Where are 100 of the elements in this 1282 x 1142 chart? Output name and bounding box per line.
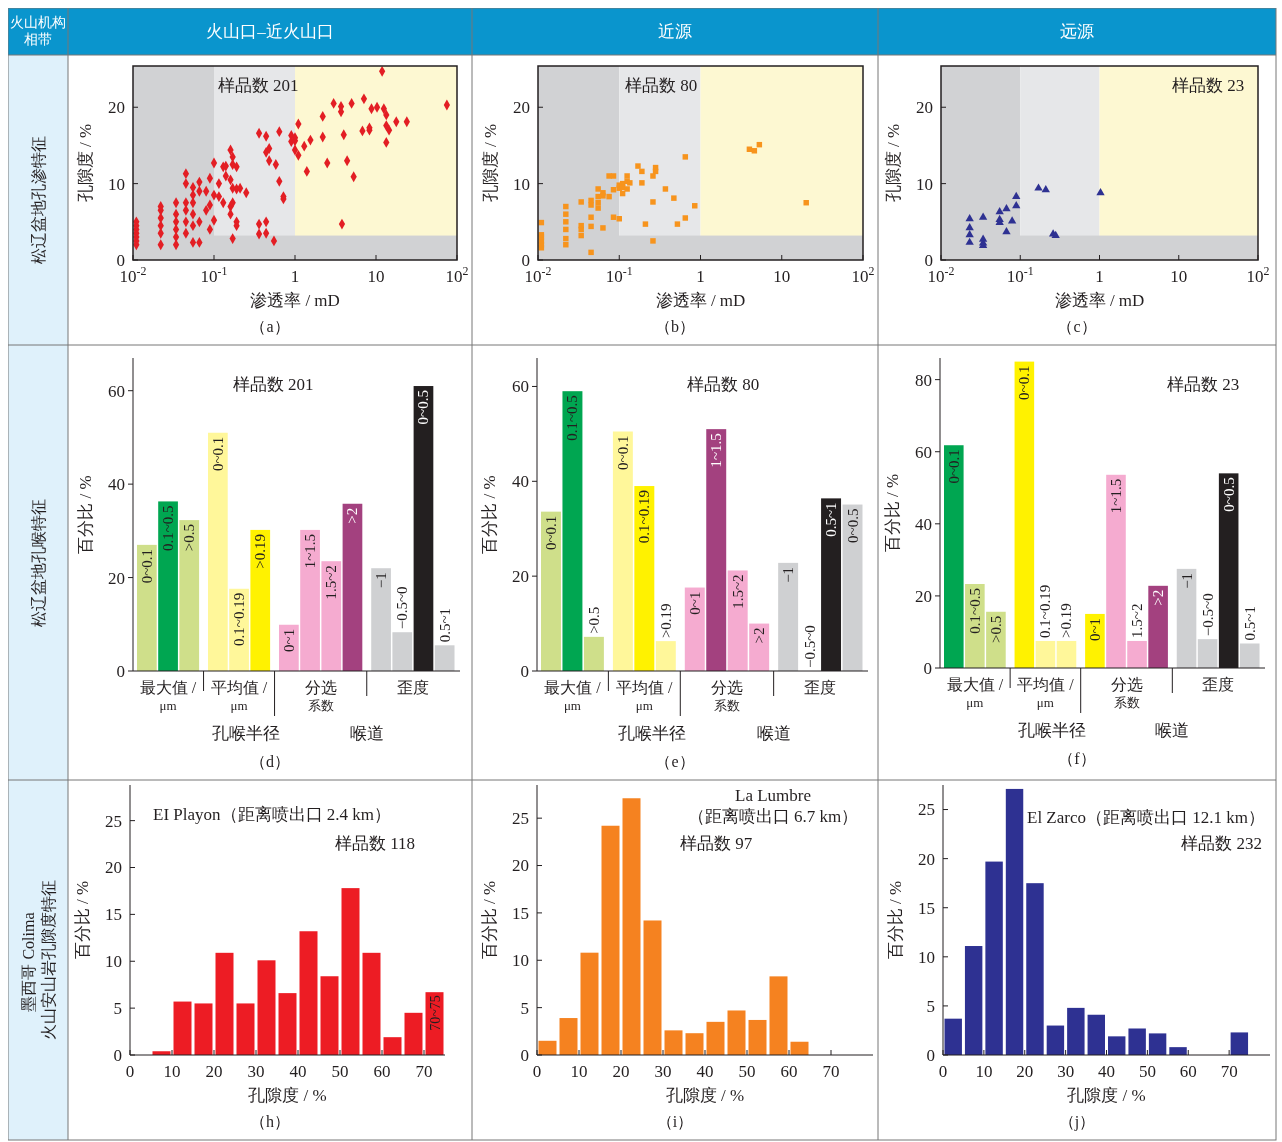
y-axis-title: 孔隙度 / %: [481, 123, 500, 203]
y-axis-title: 百分比 / %: [883, 473, 902, 553]
y-tick-label: 0: [923, 658, 932, 678]
y-axis-title: 百分比 / %: [76, 475, 95, 554]
x-tick-label: 60: [373, 1062, 391, 1081]
x-tick-label: 60: [780, 1062, 798, 1081]
annotation: 样品数 80: [686, 374, 760, 394]
y-tick-label: 0: [520, 661, 529, 681]
x-tick-label: 0~0.1: [1016, 365, 1033, 400]
annotation: 样品数 118: [334, 834, 415, 853]
y-tick-label: 0: [116, 250, 125, 270]
x-tick-label: 1: [696, 267, 705, 286]
x-tick-label: 0: [938, 1062, 948, 1081]
text: 分选系数: [710, 679, 743, 713]
x-tick-label: 0.1~0.5: [160, 505, 177, 552]
x-tick-label: 1.5~2: [323, 565, 340, 600]
x-tick-label: −1: [373, 572, 390, 589]
x-tick-label: 0~0.1: [138, 548, 155, 584]
x-tick-label: 40: [1098, 1062, 1115, 1081]
x-tick-label: 10$^{2}$: [1246, 264, 1270, 286]
y-tick-label: 25: [918, 800, 935, 820]
text: （i）: [656, 1113, 694, 1130]
x-tick-label: 40: [696, 1062, 714, 1081]
text: 松辽盆地孔喉特征: [29, 498, 47, 627]
y-tick-label: 20: [108, 98, 125, 118]
x-tick-label: >2: [1150, 589, 1167, 606]
x-tick-label: 10$^{-1}$: [200, 264, 228, 286]
x-tick-label: 0.1~0.19: [1037, 584, 1054, 638]
x-axis-title: 渗透率 / mD: [655, 291, 746, 310]
y-tick-label: 5: [113, 999, 122, 1019]
y-axis-title: 百分比 / %: [73, 880, 92, 960]
x-tick-label: −0.5~0: [801, 625, 818, 668]
x-tick-label: >0.19: [657, 603, 674, 639]
x-tick-label: 60: [1179, 1062, 1197, 1081]
text: 孔喉半径: [212, 724, 281, 743]
x-tick-label: >2: [344, 507, 361, 524]
x-tick-label: 1.5~2: [1129, 603, 1146, 638]
y-tick-label: 0: [113, 1045, 122, 1065]
x-tick-label: 0: [532, 1062, 542, 1081]
x-tick-label: 30: [654, 1062, 672, 1081]
text: 喉道: [349, 724, 384, 743]
y-tick-label: 10: [512, 951, 529, 971]
x-tick-label: 30: [247, 1062, 265, 1081]
y-tick-label: 0: [924, 250, 933, 270]
x-tick-label: 10: [975, 1062, 993, 1081]
text: 孔喉半径: [617, 724, 686, 743]
text: （a）: [250, 318, 290, 335]
text: （h）: [250, 1113, 290, 1130]
annotation: 样品数 232: [1181, 834, 1262, 853]
y-tick-label: 15: [512, 903, 529, 923]
text: 歪度: [396, 679, 429, 696]
text: 墨西哥 Colima 火山安山岩孔隙度特征: [19, 880, 57, 1040]
y-axis-title: 百分比 / %: [480, 475, 499, 554]
text: （f）: [1058, 750, 1096, 767]
text: 松辽盆地孔渗特征: [29, 136, 47, 264]
y-tick-label: 0: [520, 1045, 529, 1065]
x-tick-label: −0.5~0: [394, 586, 411, 630]
text: （b）: [655, 318, 695, 335]
y-tick-label: 15: [105, 905, 122, 925]
x-tick-label: −1: [780, 566, 797, 583]
y-tick-label: 20: [916, 98, 933, 118]
annotation: 样品数 23: [1171, 75, 1245, 95]
annotation: 样品数 201: [217, 75, 299, 95]
x-tick-label: 0~1: [1086, 617, 1103, 642]
x-tick-label: >0.19: [1058, 603, 1075, 638]
x-tick-label: 10$^{-1}$: [605, 264, 633, 286]
x-tick-label: 10: [570, 1062, 588, 1081]
y-tick-label: 15: [918, 898, 935, 918]
x-tick-label: 0.5~1: [823, 502, 840, 537]
x-tick-label: 0.1~0.19: [636, 490, 653, 544]
y-tick-label: 10: [513, 174, 530, 194]
x-tick-label: 10$^{-1}$: [1006, 264, 1034, 286]
y-axis-title: 百分比 / %: [480, 880, 499, 960]
x-axis-title: 孔隙度 / %: [1067, 1086, 1146, 1105]
y-tick-label: 0: [116, 661, 125, 681]
y-tick-label: 0: [521, 250, 530, 270]
text: 歪度: [804, 679, 837, 696]
y-tick-label: 25: [105, 811, 122, 831]
x-tick-label: 0~0.1: [542, 515, 559, 551]
y-axis-title: 孔隙度 / %: [76, 123, 95, 203]
x-tick-label: >0.5: [181, 524, 198, 552]
text: 孔喉半径: [1018, 721, 1087, 740]
x-tick-label: 0~0.1: [209, 436, 226, 472]
text: 分选系数: [304, 679, 337, 713]
y-tick-label: 5: [926, 996, 935, 1016]
text: 平均值 / μm: [1017, 676, 1075, 710]
annotation: El Zarco（距离喷出口 12.1 km）: [1027, 808, 1265, 827]
x-tick-label: 70: [822, 1062, 840, 1081]
x-tick-label: 30: [1057, 1062, 1075, 1081]
y-tick-label: 10: [916, 174, 933, 194]
x-tick-label: 20: [205, 1062, 223, 1081]
x-axis-title: 孔隙度 / %: [248, 1086, 327, 1105]
x-tick-label: 50: [738, 1062, 756, 1081]
x-tick-label: 0.1~0.19: [231, 592, 248, 646]
x-tick-label: 0.1~0.5: [564, 395, 581, 441]
x-tick-label: 0~0.5: [415, 390, 432, 425]
x-tick-label: 10: [773, 267, 791, 286]
chart-title: 近源: [658, 22, 692, 41]
y-tick-label: 60: [512, 377, 529, 397]
chart-title: 火山口–近火山口: [206, 22, 334, 41]
